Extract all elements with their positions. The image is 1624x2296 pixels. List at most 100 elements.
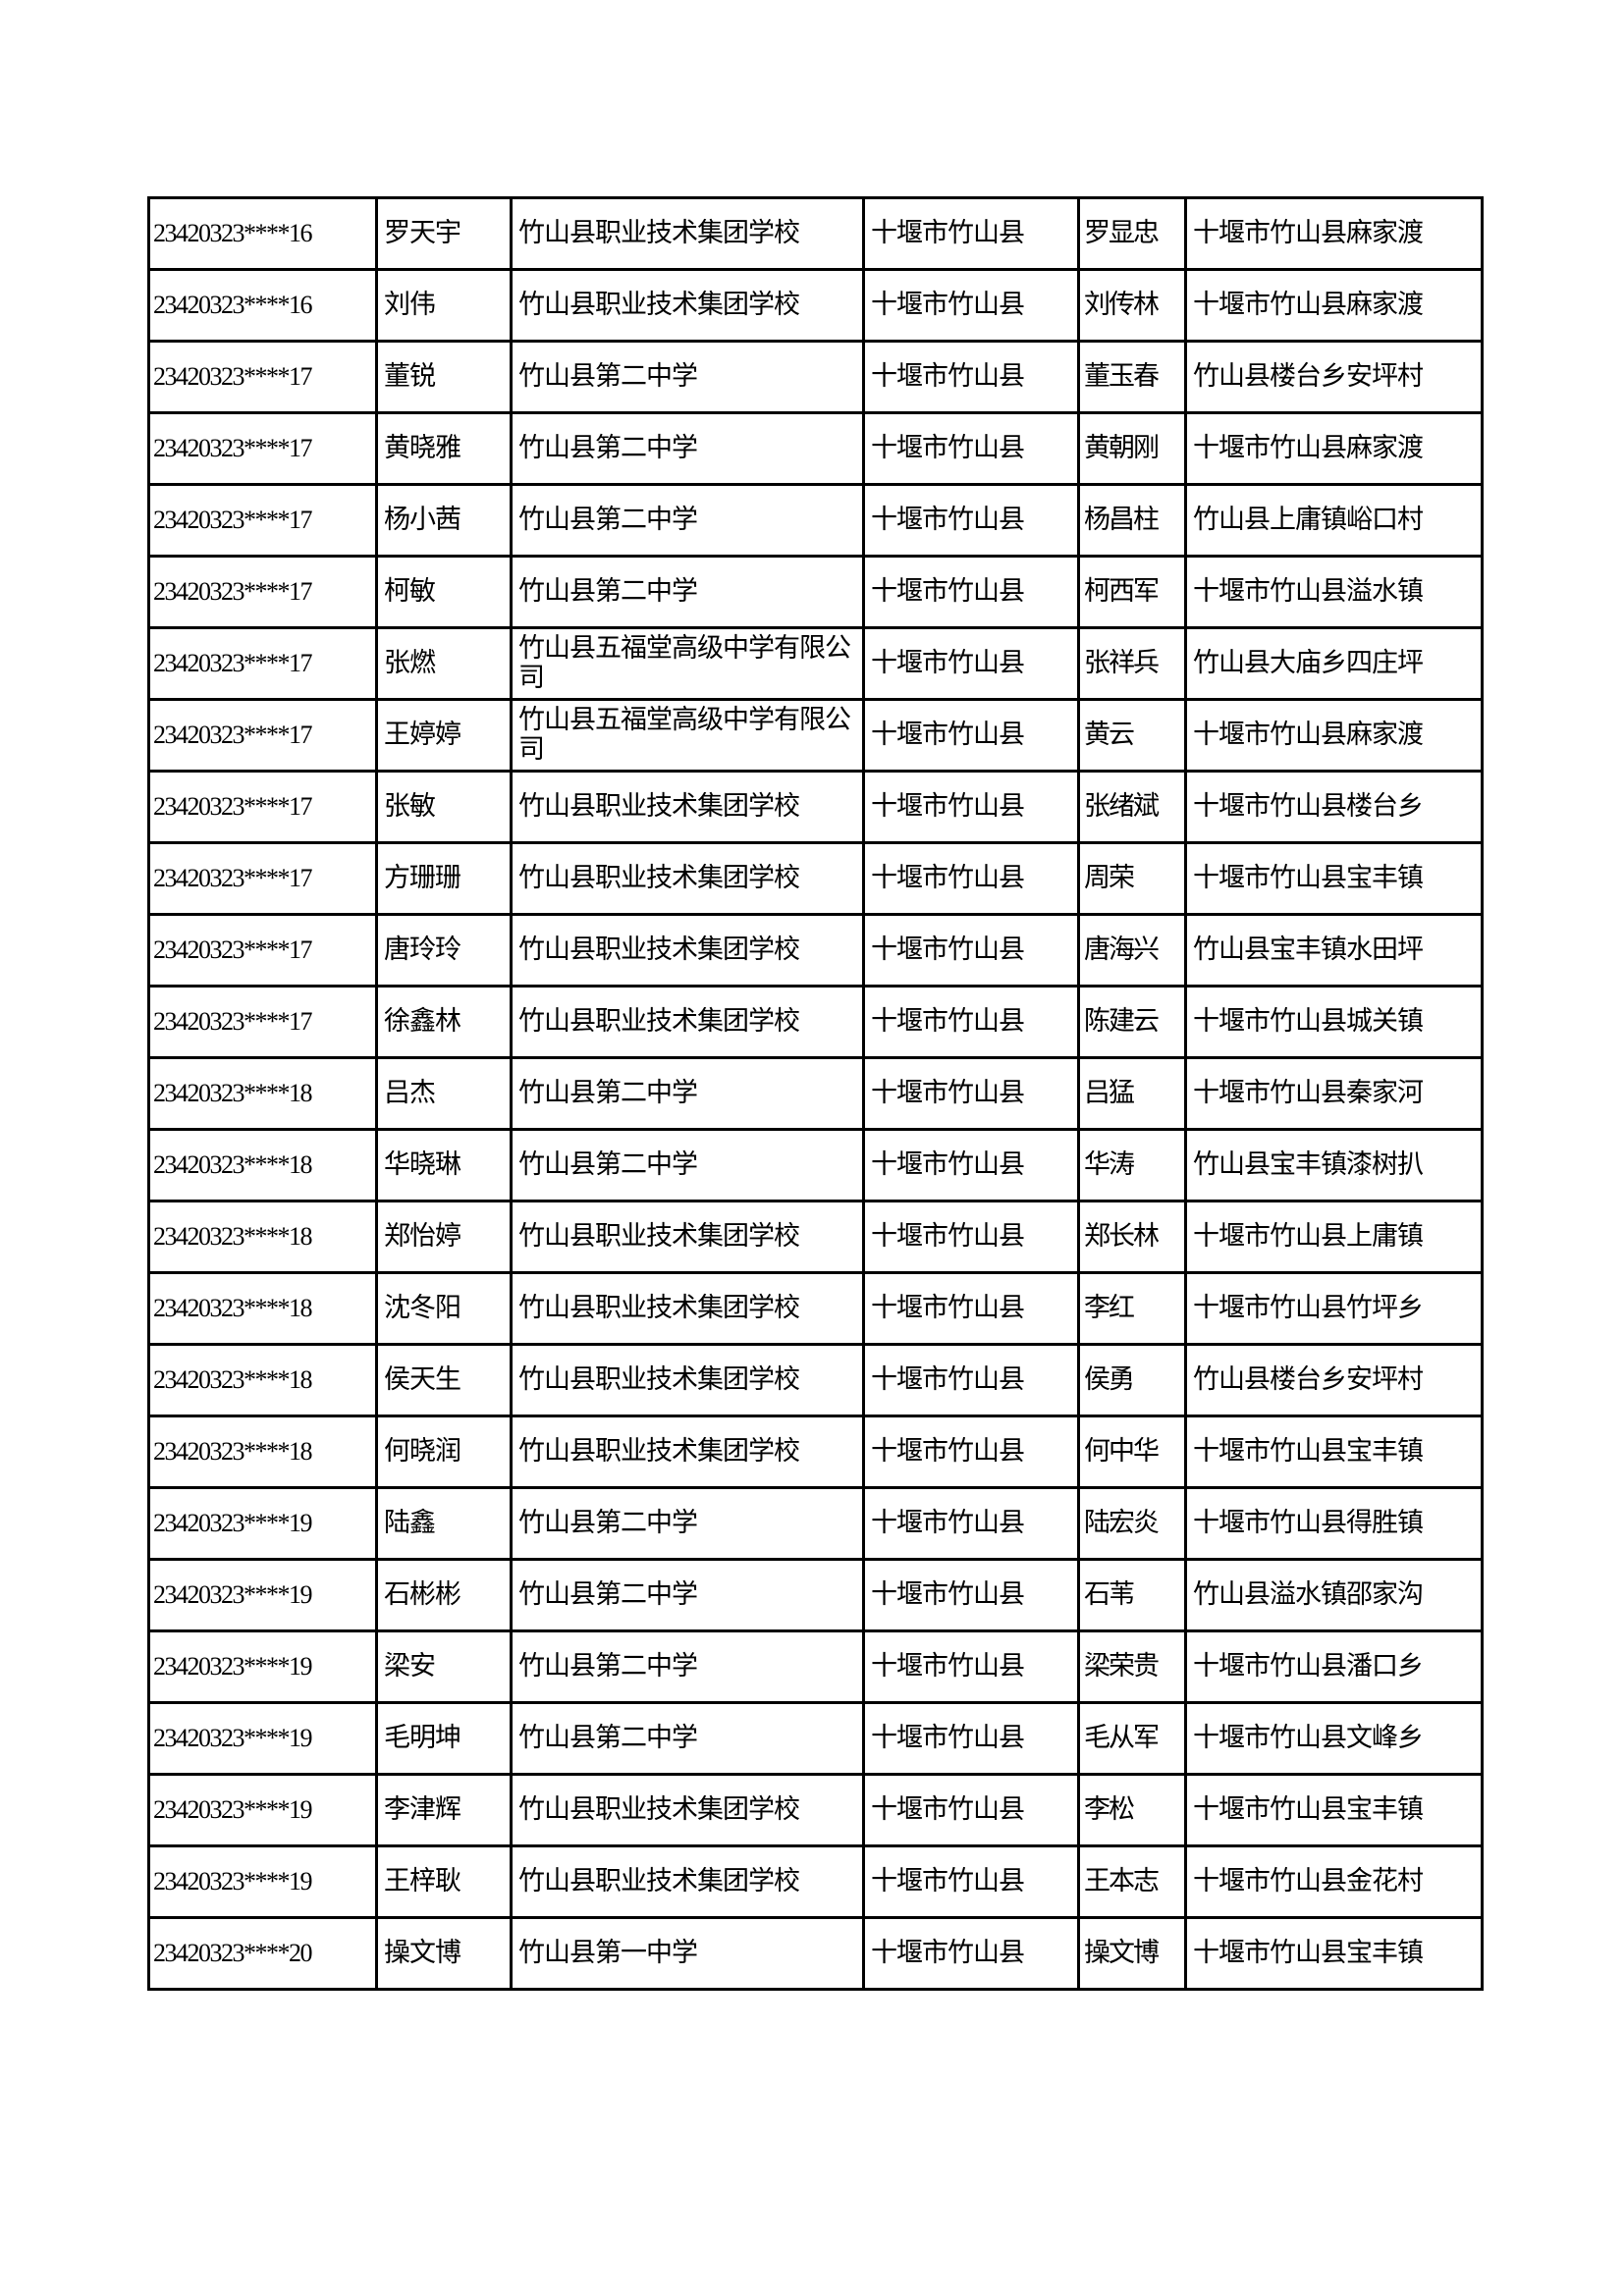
guardian-cell: 唐海兴	[1077, 913, 1187, 988]
table-row: 23420323****18 何晓润 竹山县职业技术集团学校 十堰市竹山县 何中华 十堰市…	[147, 1415, 1484, 1489]
name-cell: 董锐	[375, 340, 513, 414]
name-cell: 王婷婷	[375, 698, 513, 773]
guardian-cell: 梁荣贵	[1077, 1629, 1187, 1704]
address-cell: 十堰市竹山县麻家渡	[1184, 698, 1484, 773]
school-cell: 竹山县第二中学	[510, 1486, 865, 1561]
school-cell: 竹山县第二中学	[510, 1558, 865, 1632]
region-cell: 十堰市竹山县	[862, 1271, 1080, 1346]
guardian-cell: 黄云	[1077, 698, 1187, 773]
school-cell: 竹山县职业技术集团学校	[510, 1844, 865, 1919]
table-row: 23420323****19 王梓耿 竹山县职业技术集团学校 十堰市竹山县 王本志 十堰市…	[147, 1844, 1484, 1919]
guardian-cell: 张绪斌	[1077, 770, 1187, 844]
table-row: 23420323****17 王婷婷 竹山县五福堂高级中学有限公司 十堰市竹山县 黄云十…	[147, 698, 1484, 773]
id-cell: 23420323****17	[147, 841, 378, 916]
school-cell: 竹山县第二中学	[510, 483, 865, 558]
school-cell: 竹山县职业技术集团学校	[510, 1271, 865, 1346]
region-cell: 十堰市竹山县	[862, 1200, 1080, 1274]
region-cell: 十堰市竹山县	[862, 1558, 1080, 1632]
school-cell: 竹山县五福堂高级中学有限公司	[510, 626, 865, 701]
address-cell: 十堰市竹山县上庸镇	[1184, 1200, 1484, 1274]
guardian-cell: 王本志	[1077, 1844, 1187, 1919]
id-cell: 23420323****20	[147, 1916, 378, 1991]
id-cell: 23420323****19	[147, 1701, 378, 1776]
table-row: 23420323****17 徐鑫林 竹山县职业技术集团学校 十堰市竹山县 陈建云 十堰市…	[147, 985, 1484, 1059]
address-cell: 十堰市竹山县麻家渡	[1184, 411, 1484, 486]
name-cell: 吕杰	[375, 1056, 513, 1131]
table-row: 23420323****19 毛明坤 竹山县第二中学 十堰市竹山县 毛从军 十堰市竹山县文…	[147, 1701, 1484, 1776]
school-cell: 竹山县职业技术集团学校	[510, 985, 865, 1059]
table-row: 23420323****18 华晓琳 竹山县第二中学 十堰市竹山县 华涛 竹山县宝丰镇漆树…	[147, 1128, 1484, 1202]
region-cell: 十堰市竹山县	[862, 483, 1080, 558]
region-cell: 十堰市竹山县	[862, 1343, 1080, 1417]
table-row: 23420323****17 张敏 竹山县职业技术集团学校 十堰市竹山县 张绪斌 十堰市竹…	[147, 770, 1484, 844]
table-row: 23420323****17 唐玲玲 竹山县职业技术集团学校 十堰市竹山县 唐海兴 竹山县…	[147, 913, 1484, 988]
table-row: 23420323****18 侯天生 竹山县职业技术集团学校 十堰市竹山县 侯勇 竹山县楼…	[147, 1343, 1484, 1417]
school-cell: 竹山县职业技术集团学校	[510, 268, 865, 343]
region-cell: 十堰市竹山县	[862, 1486, 1080, 1561]
region-cell: 十堰市竹山县	[862, 985, 1080, 1059]
address-cell: 竹山县大庙乡四庄坪	[1184, 626, 1484, 701]
region-cell: 十堰市竹山县	[862, 1629, 1080, 1704]
records-table: 23420323****16 罗天宇 竹山县职业技术集团学校 十堰市竹山县 罗显忠 十堰市…	[147, 196, 1484, 1991]
name-cell: 毛明坤	[375, 1701, 513, 1776]
name-cell: 何晓润	[375, 1415, 513, 1489]
table-row: 23420323****16 罗天宇 竹山县职业技术集团学校 十堰市竹山县 罗显忠 十堰市…	[147, 196, 1484, 271]
region-cell: 十堰市竹山县	[862, 1128, 1080, 1202]
guardian-cell: 罗显忠	[1077, 196, 1187, 271]
id-cell: 23420323****17	[147, 626, 378, 701]
id-cell: 23420323****18	[147, 1271, 378, 1346]
address-cell: 十堰市竹山县溢水镇	[1184, 555, 1484, 629]
school-cell: 竹山县职业技术集团学校	[510, 1343, 865, 1417]
table-row: 23420323****19 李津辉 竹山县职业技术集团学校 十堰市竹山县 李松 十堰市竹…	[147, 1773, 1484, 1847]
table-row: 23420323****17 黄晓雅 竹山县第二中学 十堰市竹山县 黄朝刚 十堰市竹山县麻…	[147, 411, 1484, 486]
address-cell: 十堰市竹山县麻家渡	[1184, 196, 1484, 271]
name-cell: 王梓耿	[375, 1844, 513, 1919]
address-cell: 十堰市竹山县秦家河	[1184, 1056, 1484, 1131]
name-cell: 操文博	[375, 1916, 513, 1991]
guardian-cell: 柯西军	[1077, 555, 1187, 629]
guardian-cell: 周荣	[1077, 841, 1187, 916]
name-cell: 徐鑫林	[375, 985, 513, 1059]
name-cell: 张敏	[375, 770, 513, 844]
address-cell: 十堰市竹山县宝丰镇	[1184, 841, 1484, 916]
region-cell: 十堰市竹山县	[862, 1916, 1080, 1991]
guardian-cell: 华涛	[1077, 1128, 1187, 1202]
name-cell: 郑怡婷	[375, 1200, 513, 1274]
id-cell: 23420323****16	[147, 196, 378, 271]
id-cell: 23420323****17	[147, 483, 378, 558]
school-cell: 竹山县第二中学	[510, 555, 865, 629]
region-cell: 十堰市竹山县	[862, 268, 1080, 343]
name-cell: 方珊珊	[375, 841, 513, 916]
id-cell: 23420323****18	[147, 1343, 378, 1417]
id-cell: 23420323****18	[147, 1128, 378, 1202]
name-cell: 梁安	[375, 1629, 513, 1704]
school-cell: 竹山县第一中学	[510, 1916, 865, 1991]
address-cell: 十堰市竹山县宝丰镇	[1184, 1415, 1484, 1489]
region-cell: 十堰市竹山县	[862, 1056, 1080, 1131]
table-row: 23420323****19 陆鑫 竹山县第二中学 十堰市竹山县 陆宏炎 十堰市竹山县得胜…	[147, 1486, 1484, 1561]
region-cell: 十堰市竹山县	[862, 340, 1080, 414]
address-cell: 十堰市竹山县城关镇	[1184, 985, 1484, 1059]
school-cell: 竹山县职业技术集团学校	[510, 1200, 865, 1274]
table-row: 23420323****17 方珊珊 竹山县职业技术集团学校 十堰市竹山县 周荣 十堰市竹…	[147, 841, 1484, 916]
id-cell: 23420323****19	[147, 1629, 378, 1704]
guardian-cell: 刘传林	[1077, 268, 1187, 343]
school-cell: 竹山县职业技术集团学校	[510, 196, 865, 271]
id-cell: 23420323****19	[147, 1844, 378, 1919]
guardian-cell: 陈建云	[1077, 985, 1187, 1059]
region-cell: 十堰市竹山县	[862, 1773, 1080, 1847]
guardian-cell: 何中华	[1077, 1415, 1187, 1489]
address-cell: 竹山县上庸镇峪口村	[1184, 483, 1484, 558]
id-cell: 23420323****16	[147, 268, 378, 343]
address-cell: 十堰市竹山县宝丰镇	[1184, 1773, 1484, 1847]
address-cell: 十堰市竹山县文峰乡	[1184, 1701, 1484, 1776]
id-cell: 23420323****18	[147, 1415, 378, 1489]
name-cell: 李津辉	[375, 1773, 513, 1847]
id-cell: 23420323****17	[147, 985, 378, 1059]
guardian-cell: 董玉春	[1077, 340, 1187, 414]
region-cell: 十堰市竹山县	[862, 196, 1080, 271]
region-cell: 十堰市竹山县	[862, 841, 1080, 916]
id-cell: 23420323****19	[147, 1486, 378, 1561]
address-cell: 竹山县楼台乡安坪村	[1184, 1343, 1484, 1417]
guardian-cell: 毛从军	[1077, 1701, 1187, 1776]
